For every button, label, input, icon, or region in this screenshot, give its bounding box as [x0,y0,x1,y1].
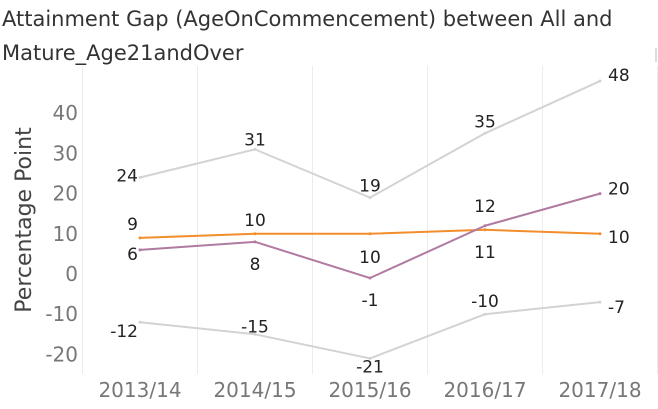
data-point [253,332,257,336]
data-point [598,300,602,304]
data-point [253,240,257,244]
data-label: -10 [471,292,499,312]
data-point [368,276,372,280]
y-tick-label: 30 [53,141,78,165]
data-point [253,232,257,236]
data-point [138,236,142,240]
data-point [483,224,487,228]
data-point [368,232,372,236]
y-tick-label: 0 [65,262,78,286]
data-label: 6 [127,245,138,265]
data-point [598,192,602,196]
data-point [483,131,487,135]
data-label: 8 [250,255,261,275]
data-label: 20 [608,180,630,200]
data-label: -12 [110,322,138,342]
y-tick-label: 20 [53,182,78,206]
data-point [138,320,142,324]
data-label: 9 [127,215,138,235]
y-tick-label: -20 [45,342,78,366]
data-point [483,228,487,232]
data-label: -15 [241,317,269,337]
y-axis-title: Percentage Point [12,127,37,313]
data-point [138,248,142,252]
data-point [598,79,602,83]
data-label: 11 [474,243,496,263]
chart-title: Attainment Gap (AgeOnCommencement) betwe… [2,7,613,65]
data-label: -7 [608,298,625,318]
data-label: 10 [608,228,630,248]
y-tick-label: -10 [45,302,78,326]
x-tick-label: 2016/17 [443,378,526,402]
data-labels: 24 31 19 35 48 9 10 10 11 10 6 8 -1 12 20 -12 -15 -21 -10 -… [110,66,629,377]
data-point [483,312,487,316]
data-label: 24 [116,167,138,187]
data-label: 10 [244,211,266,231]
data-label: 12 [474,197,496,217]
data-label: 31 [244,130,266,150]
data-label: 35 [474,112,496,132]
x-tick-label: 2014/15 [213,378,296,402]
data-point [253,147,257,151]
series-lines [138,79,602,360]
data-point [598,232,602,236]
x-tick-label: 2013/14 [98,378,181,402]
y-tick-label: 10 [53,222,78,246]
data-point [138,176,142,180]
data-label: 10 [359,248,381,268]
y-tick-label: 40 [53,101,78,125]
x-tick-label: 2017/18 [558,378,641,402]
data-label: -21 [356,357,384,377]
y-axis-ticks: -20 -10 0 10 20 30 40 [45,101,78,366]
data-point [368,196,372,200]
x-tick-label: 2015/16 [328,378,411,402]
data-label: 19 [359,177,381,197]
data-point [368,356,372,360]
data-label: 48 [608,66,630,86]
data-label: -1 [362,291,379,311]
x-axis-ticks: 2013/14 2014/15 2015/16 2016/17 2017/18 [98,378,641,402]
